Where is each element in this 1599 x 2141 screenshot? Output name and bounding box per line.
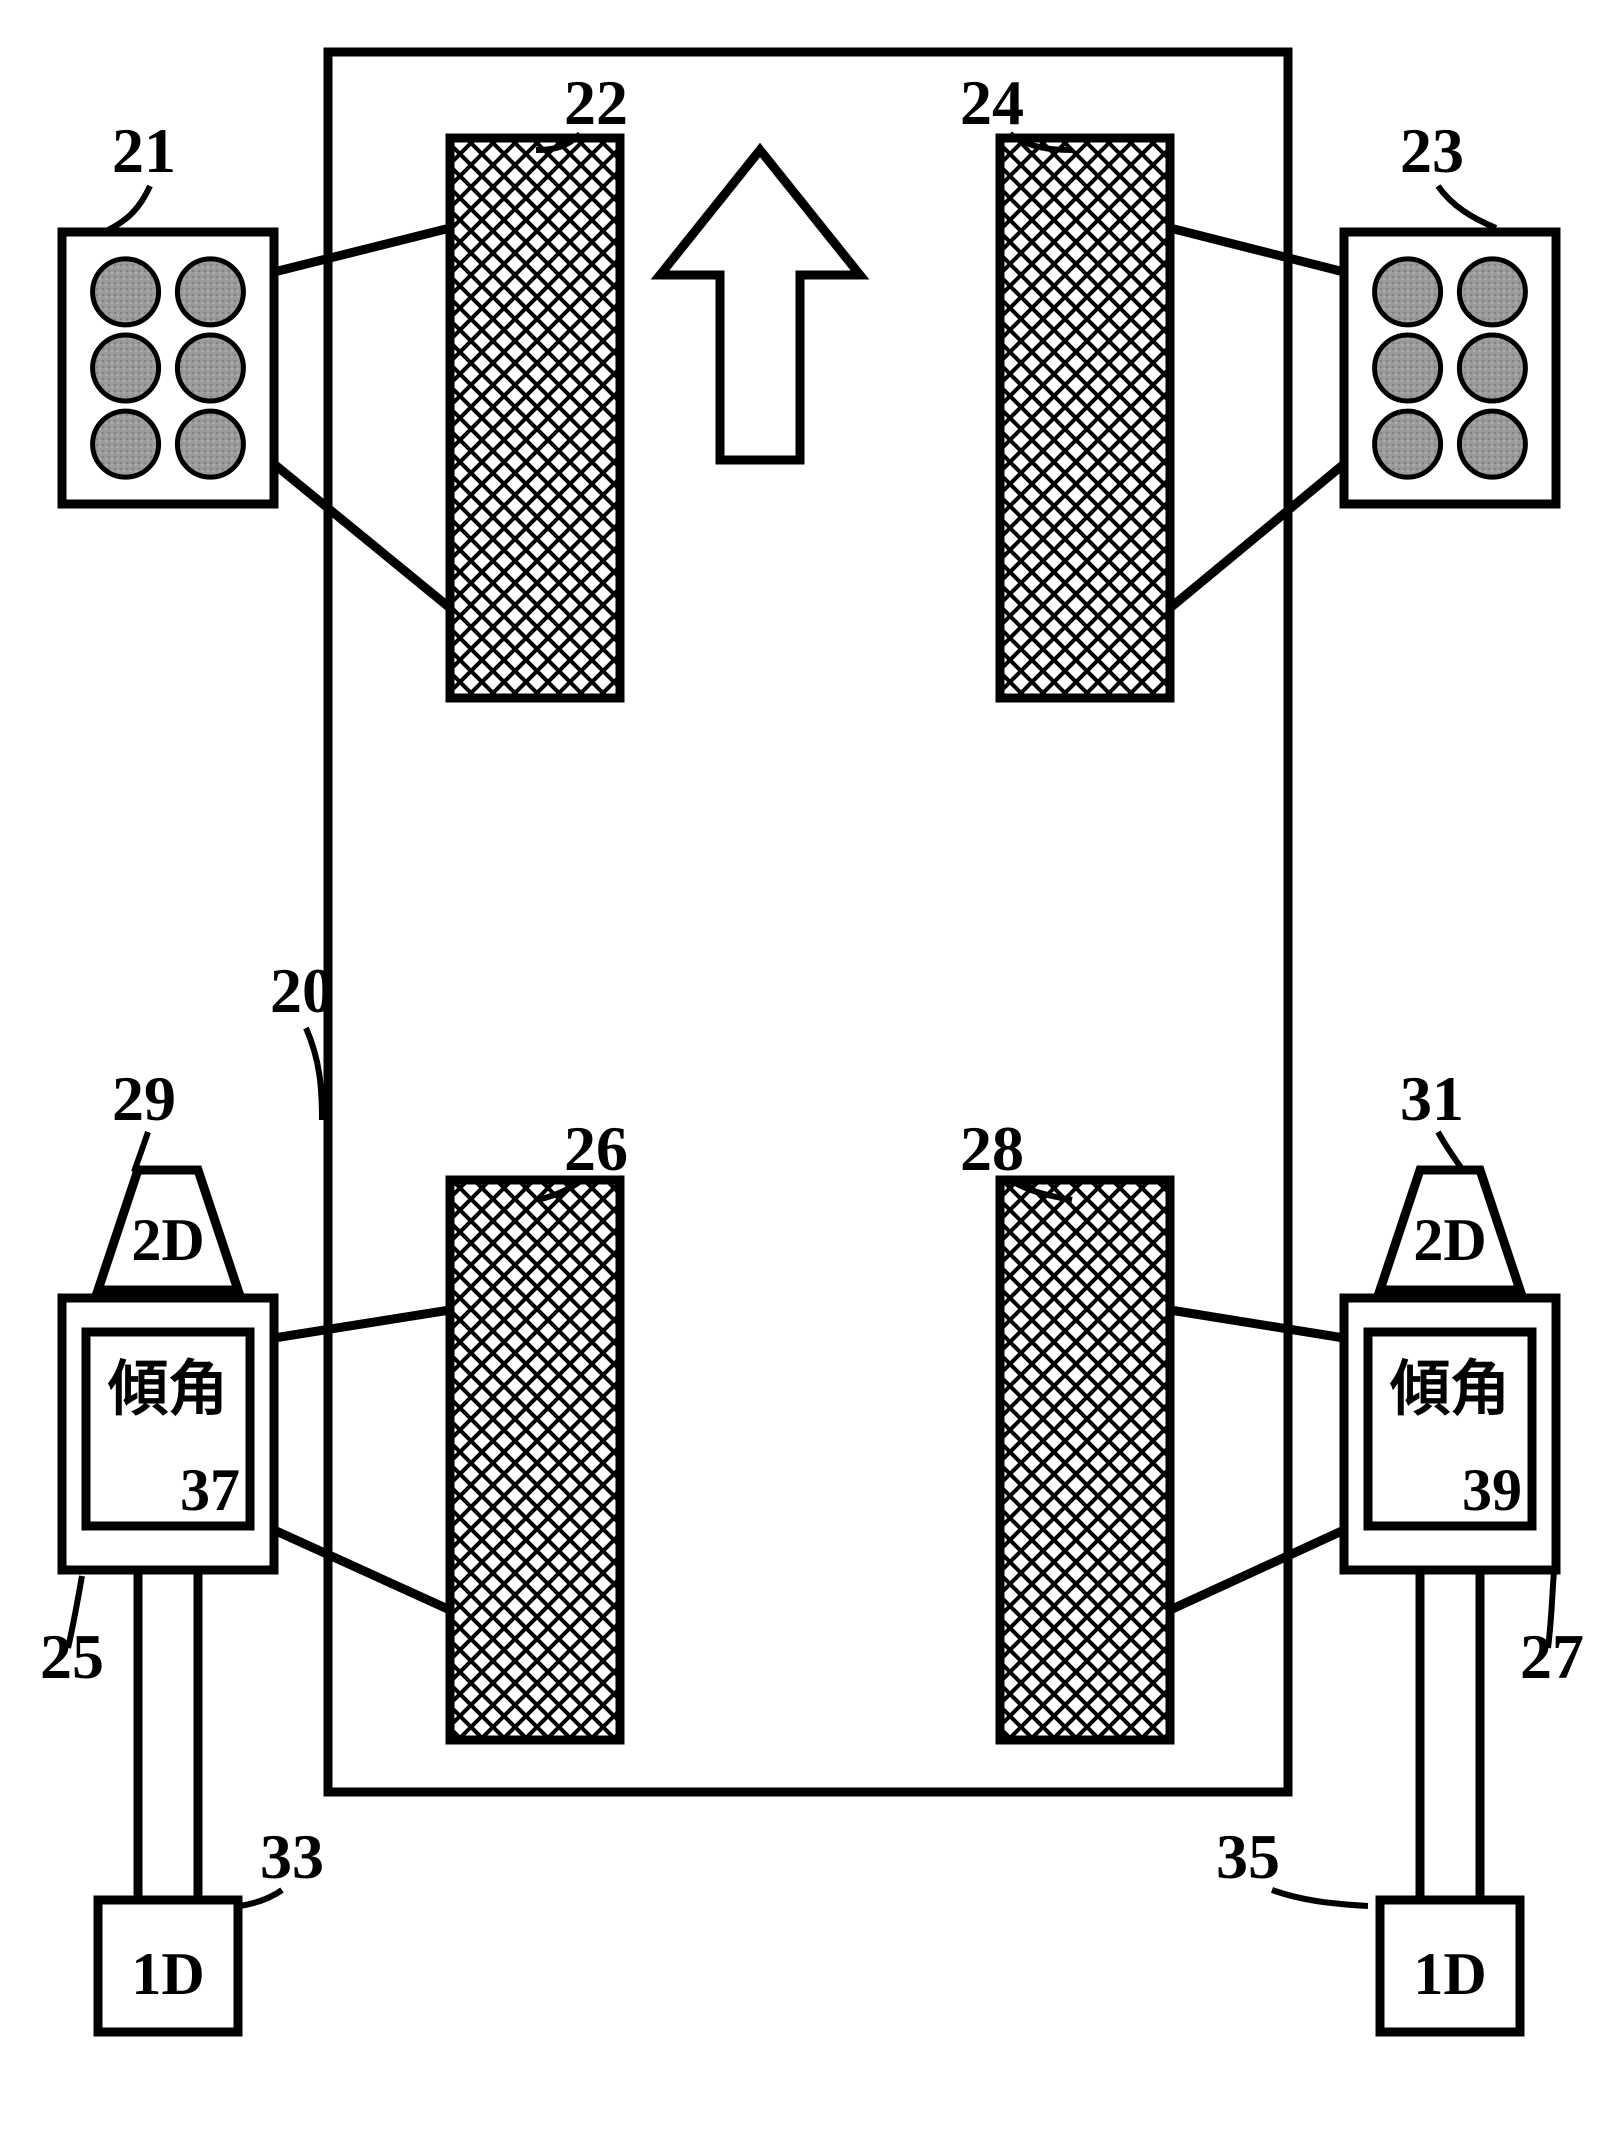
front-target-left-dot: [177, 259, 243, 325]
front-target-left-dot: [93, 335, 159, 401]
lead-n35: [1272, 1890, 1368, 1906]
ref-label-n22: 22: [564, 67, 628, 138]
ref-label-n31: 31: [1400, 1063, 1464, 1134]
wheel-rl: [450, 1180, 620, 1740]
link-line: [1170, 228, 1344, 272]
lead-n33: [240, 1890, 282, 1906]
ref-label-n27: 27: [1520, 1621, 1584, 1692]
ref-label-n28: 28: [960, 1113, 1024, 1184]
ref-label-n21: 21: [112, 115, 176, 186]
link-line: [274, 464, 450, 608]
front-target-left-dot: [177, 411, 243, 477]
wheel-rr: [1000, 1180, 1170, 1740]
link-line: [274, 1310, 450, 1338]
front-target-left-dot: [93, 259, 159, 325]
link-line: [1170, 464, 1344, 608]
front-target-right-dot: [1375, 411, 1441, 477]
front-target-left-dot: [93, 411, 159, 477]
front-target-right-dot: [1375, 335, 1441, 401]
front-target-left-dot: [177, 335, 243, 401]
rear-head-left-incline-label: 傾角: [107, 1357, 228, 1423]
ref-label-n33: 33: [260, 1821, 324, 1892]
front-target-right-dot: [1459, 259, 1525, 325]
ref-label-n26: 26: [564, 1113, 628, 1184]
camera-1d-left-label: 1D: [131, 1941, 204, 2007]
camera-2d-right-label: 2D: [1413, 1207, 1486, 1273]
wheel-fr: [1000, 138, 1170, 698]
ref-label-n23: 23: [1400, 115, 1464, 186]
ref-label-n25: 25: [40, 1621, 104, 1692]
rear-head-left-incline-number: 37: [180, 1457, 240, 1523]
link-line: [1170, 1530, 1344, 1610]
link-line: [1170, 1310, 1344, 1338]
front-target-right-dot: [1375, 259, 1441, 325]
lead-n21: [108, 186, 150, 230]
ref-label-n24: 24: [960, 67, 1024, 138]
front-target-right-dot: [1459, 411, 1525, 477]
camera-2d-left-label: 2D: [131, 1207, 204, 1273]
rear-head-right-incline-label: 傾角: [1389, 1357, 1510, 1423]
camera-1d-right-label: 1D: [1413, 1941, 1486, 2007]
ref-label-n35: 35: [1216, 1821, 1280, 1892]
front-target-right-dot: [1459, 335, 1525, 401]
forward-arrow: [660, 150, 860, 460]
lead-n20: [306, 1028, 322, 1120]
rear-head-right-incline-number: 39: [1462, 1457, 1522, 1523]
ref-label-n29: 29: [112, 1063, 176, 1134]
lead-n23: [1438, 186, 1496, 228]
link-line: [274, 1530, 450, 1610]
ref-label-n20: 20: [270, 955, 334, 1026]
wheel-fl: [450, 138, 620, 698]
link-line: [274, 228, 450, 272]
